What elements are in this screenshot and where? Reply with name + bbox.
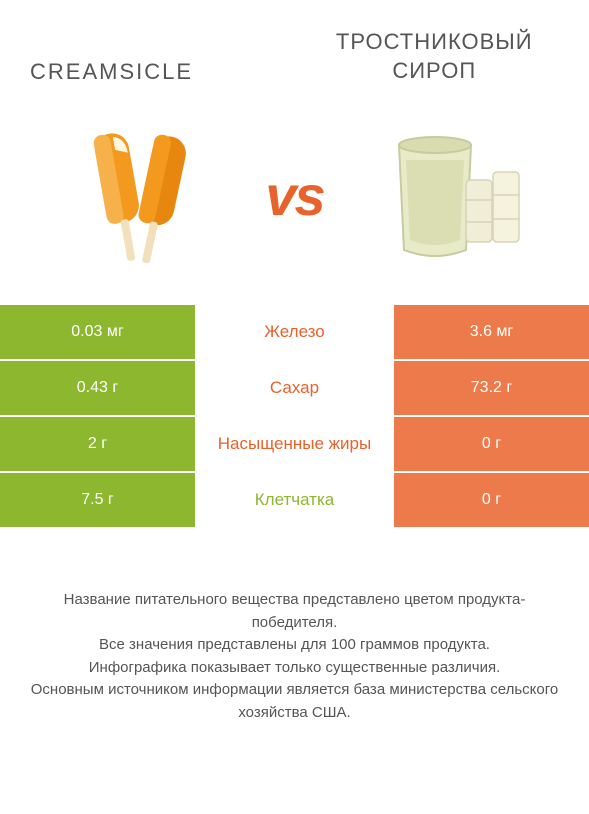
value-right: 0 г [394,417,589,471]
comparison-table: 0.03 мгЖелезо3.6 мг0.43 гСахар73.2 г2 гН… [0,305,589,529]
value-left: 2 г [0,417,195,471]
table-row: 7.5 гКлетчатка0 г [0,473,589,529]
nutrient-label: Сахар [195,361,394,415]
footer-line: Все значения представлены для 100 граммо… [30,634,559,657]
footer-text: Название питательного вещества представл… [0,529,589,724]
table-row: 0.03 мгЖелезо3.6 мг [0,305,589,361]
title-left: CREAMSICLE [20,59,300,85]
value-left: 7.5 г [0,473,195,527]
vs-label: vs [255,163,333,228]
value-right: 73.2 г [394,361,589,415]
value-right: 3.6 мг [394,305,589,359]
table-row: 2 гНасыщенные жиры0 г [0,417,589,473]
table-row: 0.43 гСахар73.2 г [0,361,589,417]
value-left: 0.03 мг [0,305,195,359]
footer-line: Название питательного вещества представл… [30,589,559,634]
images-row: vs [0,85,589,305]
nutrient-label: Насыщенные жиры [195,417,394,471]
value-left: 0.43 г [0,361,195,415]
nutrient-label: Железо [195,305,394,359]
header: CREAMSICLE ТРОСТНИКОВЫЙ СИРОП [0,0,589,85]
footer-line: Основным источником информации является … [30,679,559,724]
title-right: ТРОСТНИКОВЫЙ СИРОП [300,28,570,85]
footer-line: Инфографика показывает только существенн… [30,657,559,680]
creamsicle-image [40,115,235,275]
nutrient-label: Клетчатка [195,473,394,527]
value-right: 0 г [394,473,589,527]
syrup-image [354,115,549,275]
